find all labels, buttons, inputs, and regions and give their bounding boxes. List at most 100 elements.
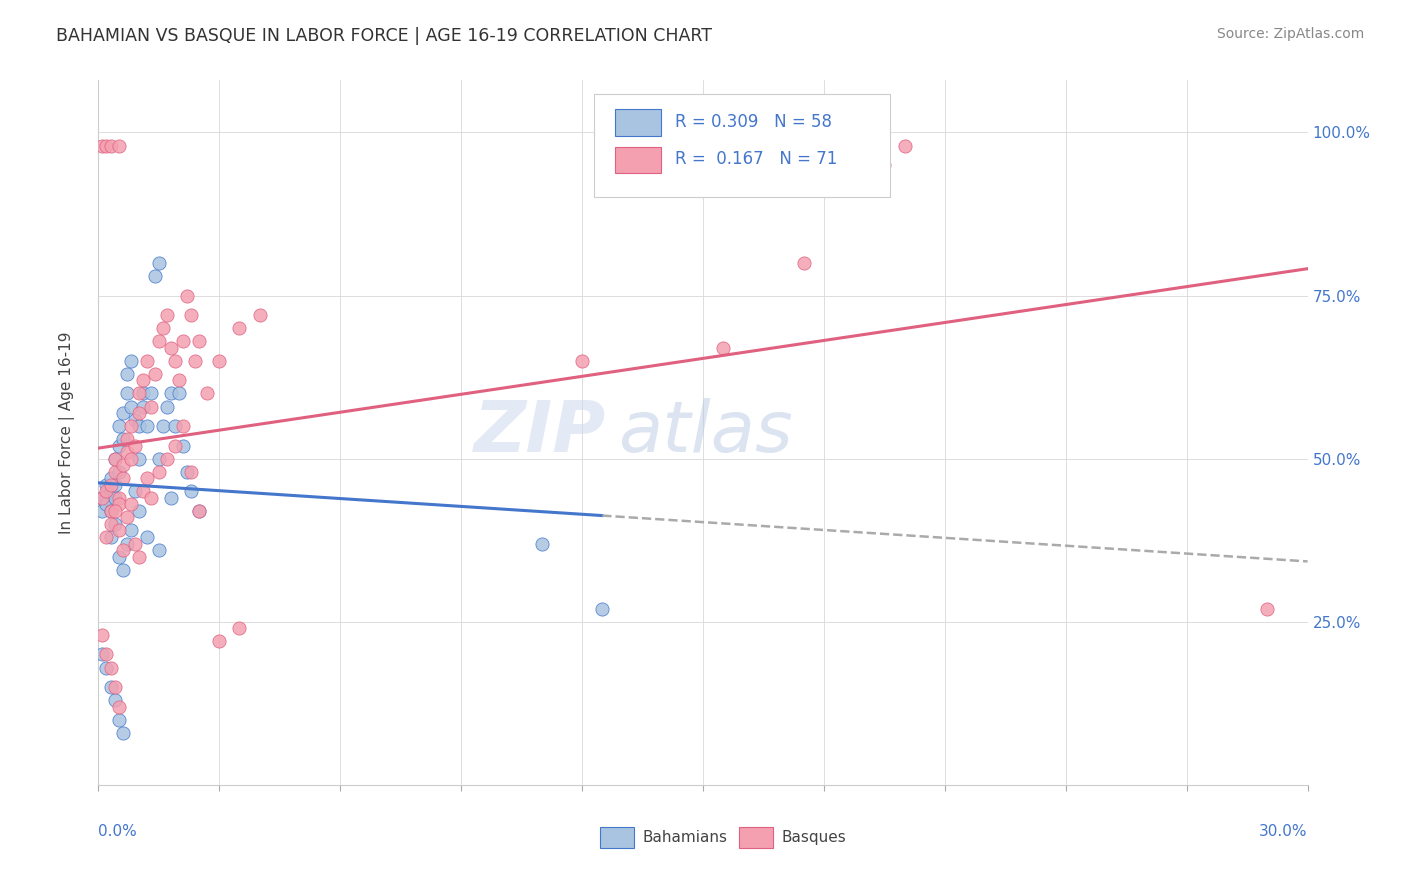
Point (160, 386, 183, 401)
Point (103, 478, 125, 492)
Text: 0.0%: 0.0% (98, 823, 138, 838)
Point (107, 491, 129, 505)
Point (100, 471, 122, 485)
Point (152, 419, 174, 434)
Point (91, 491, 114, 505)
Point (184, 354, 207, 368)
Point (228, 321, 250, 335)
Point (115, 367, 138, 381)
Point (124, 412, 146, 426)
Point (91, 491, 114, 505)
Point (115, 536, 138, 550)
Point (128, 504, 150, 518)
Point (160, 341, 183, 355)
Point (111, 432, 134, 446)
Point (107, 138, 129, 153)
Point (124, 439, 146, 453)
Point (91, 628, 114, 642)
Point (188, 504, 211, 518)
Point (143, 367, 166, 381)
Point (156, 451, 179, 466)
Point (107, 699, 129, 714)
Point (96, 497, 118, 511)
Point (120, 497, 142, 511)
Point (180, 465, 202, 479)
Point (100, 660, 122, 674)
Point (96, 491, 118, 505)
Text: ZIP: ZIP (474, 398, 606, 467)
Text: BAHAMIAN VS BASQUE IN LABOR FORCE | AGE 16-19 CORRELATION CHART: BAHAMIAN VS BASQUE IN LABOR FORCE | AGE … (56, 27, 713, 45)
Point (96, 530, 118, 544)
Point (115, 510, 138, 524)
Point (107, 439, 129, 453)
Point (132, 400, 155, 414)
Point (571, 354, 593, 368)
Point (135, 419, 157, 434)
Point (120, 419, 142, 434)
Point (111, 406, 134, 420)
Point (128, 419, 150, 434)
Point (152, 321, 174, 335)
Point (156, 400, 179, 414)
Point (148, 256, 170, 270)
Point (100, 484, 122, 499)
Point (148, 465, 170, 479)
Point (124, 484, 146, 499)
Point (100, 504, 122, 518)
Point (188, 334, 211, 349)
Point (143, 268, 166, 283)
Point (115, 432, 138, 446)
Point (172, 419, 194, 434)
Point (135, 354, 157, 368)
Point (128, 386, 150, 401)
Point (103, 680, 125, 694)
Point (591, 602, 613, 616)
Point (115, 445, 138, 459)
Point (111, 471, 134, 485)
Point (107, 713, 129, 727)
Point (107, 524, 129, 538)
Point (172, 439, 194, 453)
Point (893, 138, 915, 153)
Point (124, 536, 146, 550)
Point (96, 648, 118, 662)
Point (111, 543, 134, 558)
Text: Bahamians: Bahamians (643, 830, 727, 846)
Point (176, 465, 198, 479)
Point (111, 725, 134, 739)
Point (132, 484, 155, 499)
Text: Source: ZipAtlas.com: Source: ZipAtlas.com (1216, 27, 1364, 41)
Point (115, 386, 138, 401)
Point (107, 419, 129, 434)
Point (163, 354, 186, 368)
FancyBboxPatch shape (740, 827, 773, 848)
Point (103, 451, 125, 466)
Point (100, 478, 122, 492)
Y-axis label: In Labor Force | Age 16-19: In Labor Force | Age 16-19 (59, 331, 75, 534)
Point (103, 451, 125, 466)
Point (148, 334, 170, 349)
Point (100, 504, 122, 518)
Point (176, 288, 198, 302)
Point (208, 354, 231, 368)
Point (103, 693, 125, 707)
Point (103, 465, 125, 479)
Point (107, 497, 129, 511)
Point (91, 138, 114, 153)
Point (1256, 602, 1278, 616)
FancyBboxPatch shape (614, 146, 661, 173)
Point (180, 484, 202, 499)
Point (100, 138, 122, 153)
Point (793, 256, 815, 270)
Point (711, 341, 734, 355)
Point (156, 308, 179, 322)
Point (120, 354, 142, 368)
Point (873, 158, 896, 172)
Point (128, 451, 150, 466)
Point (91, 648, 114, 662)
Point (103, 516, 125, 531)
Point (96, 478, 118, 492)
Point (208, 634, 231, 648)
Point (172, 334, 194, 349)
Point (132, 386, 155, 401)
